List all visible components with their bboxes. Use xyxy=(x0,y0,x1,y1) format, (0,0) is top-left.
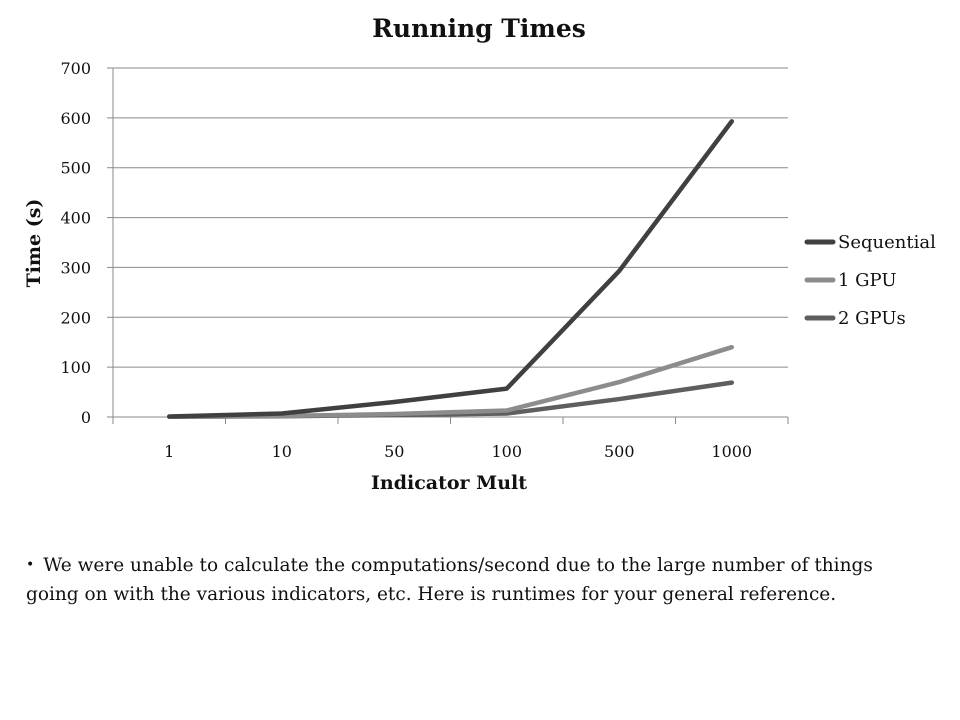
y-tick-label: 400 xyxy=(60,209,91,228)
x-tick-label: 50 xyxy=(384,442,404,461)
x-tick-label: 100 xyxy=(491,442,522,461)
x-tick-label: 1000 xyxy=(711,442,752,461)
plot-area xyxy=(167,119,734,420)
note-list: We were unable to calculate the computat… xyxy=(26,552,906,608)
x-tick-label: 1 xyxy=(164,442,174,461)
series-line-1-gpu xyxy=(167,344,734,420)
legend-label: 2 GPUs xyxy=(838,308,906,329)
x-axis: 1 10 50 100 500 1000 xyxy=(112,416,789,461)
legend-label: 1 GPU xyxy=(838,270,897,291)
y-tick-label: 600 xyxy=(60,109,91,128)
x-axis-title: Indicator Mult xyxy=(371,472,527,494)
legend-label: Sequential xyxy=(838,232,936,253)
y-tick-label: 700 xyxy=(60,59,91,78)
y-tick-label: 100 xyxy=(60,358,91,377)
y-tick-label: 200 xyxy=(60,308,91,327)
y-tick-label: 500 xyxy=(60,159,91,178)
series-line-sequential xyxy=(167,119,734,419)
gridlines xyxy=(113,67,788,418)
chart-title: Running Times xyxy=(372,14,586,43)
y-axis: 0 100 200 300 400 500 600 700 xyxy=(60,59,114,427)
legend: Sequential 1 GPU 2 GPUs xyxy=(804,232,936,329)
line-chart: Running Times 0 100 200 300 400 500 600 700 1 10… xyxy=(23,14,936,494)
y-tick-label: 0 xyxy=(81,408,91,427)
y-tick-label: 300 xyxy=(60,258,91,277)
note-bullet: We were unable to calculate the computat… xyxy=(26,552,906,608)
x-tick-label: 10 xyxy=(272,442,292,461)
y-axis-title: Time (s) xyxy=(23,199,45,288)
x-tick-label: 500 xyxy=(604,442,635,461)
